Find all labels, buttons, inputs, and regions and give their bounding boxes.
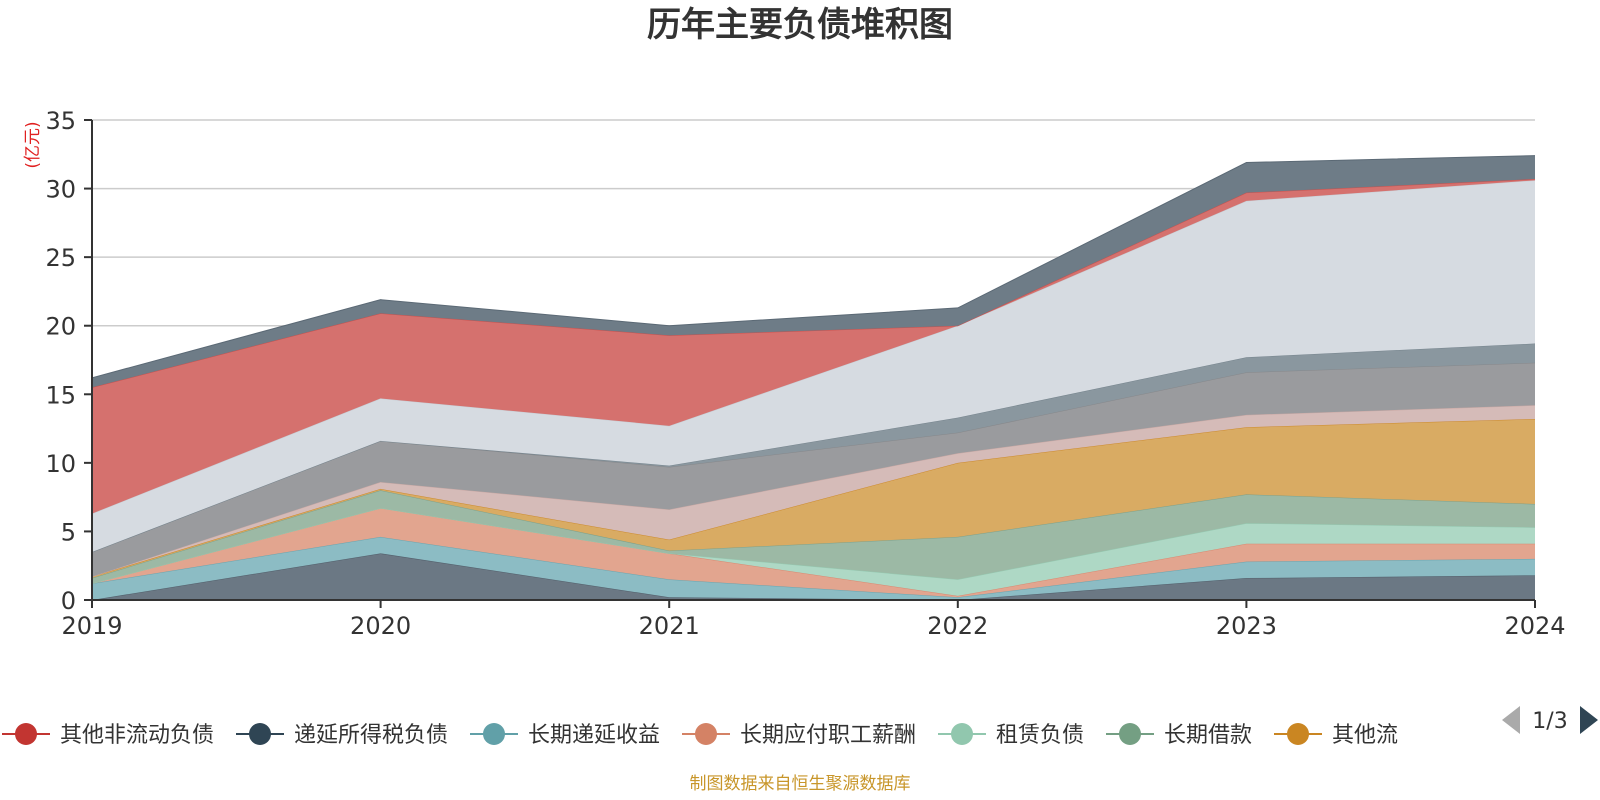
legend-item-label: 长期应付职工薪酬 xyxy=(740,723,916,748)
legend-circle-icon xyxy=(249,723,271,745)
legend-circle-icon xyxy=(1287,723,1309,745)
area-series-s9 xyxy=(92,362,1535,577)
chart-title: 历年主要负债堆积图 xyxy=(647,5,953,45)
x-tick-label: 2023 xyxy=(1216,612,1277,640)
legend-item-4[interactable]: 租赁负债 xyxy=(938,723,1084,748)
legend-item-0[interactable]: 其他非流动负债 xyxy=(2,723,214,748)
legend-item-label: 租赁负债 xyxy=(996,723,1084,748)
legend-item-label: 递延所得税负债 xyxy=(294,723,448,748)
y-tick-label: 35 xyxy=(45,107,76,135)
y-tick-label: 30 xyxy=(45,176,76,204)
legend-prev-arrow-icon[interactable] xyxy=(1502,706,1520,734)
area-series-s13 xyxy=(92,155,1535,388)
legend-circle-icon xyxy=(15,723,37,745)
y-tick-label: 25 xyxy=(45,244,76,272)
legend-next-arrow-icon[interactable] xyxy=(1580,706,1598,734)
legend-circle-icon xyxy=(483,723,505,745)
legend-item-label: 其他非流动负债 xyxy=(60,723,214,748)
y-axis-unit-label: (亿元) xyxy=(23,121,43,168)
y-tick-label: 20 xyxy=(45,313,76,341)
data-source-note: 制图数据来自恒生聚源数据库 xyxy=(690,774,911,794)
legend-item-label: 长期借款 xyxy=(1164,723,1252,748)
x-tick-label: 2019 xyxy=(61,612,122,640)
y-tick-label: 10 xyxy=(45,450,76,478)
y-tick-label: 0 xyxy=(61,587,76,615)
legend-item-6[interactable]: 其他流 xyxy=(1274,723,1398,748)
legend-item-3[interactable]: 长期应付职工薪酬 xyxy=(682,723,916,748)
x-tick-label: 2022 xyxy=(927,612,988,640)
area-series-s12 xyxy=(92,178,1535,514)
area-series-s1 xyxy=(92,553,1535,600)
area-series-s7 xyxy=(92,418,1535,579)
tick-labels: 0 5 10 15 20 25 30 35 2019 2020 2021 2022 2023 2024 xyxy=(45,107,1565,640)
legend-circle-icon xyxy=(1119,723,1141,745)
legend-circle-icon xyxy=(951,723,973,745)
legend-pager: 1/3 xyxy=(1502,706,1598,734)
legend-item-2[interactable]: 长期递延收益 xyxy=(470,723,660,748)
legend-item-label: 其他流 xyxy=(1332,723,1398,748)
x-tick-label: 2024 xyxy=(1504,612,1565,640)
area-series-s8 xyxy=(92,405,1535,577)
area-series-s4 xyxy=(92,508,1535,598)
line-series-s13 xyxy=(91,155,1536,379)
line-series-s6 xyxy=(91,489,1536,579)
stacked-areas xyxy=(91,155,1536,601)
legend: 其他非流动负债 递延所得税负债 长期递延收益 长期应付职工薪酬 租赁负债 长期借款 其他流 xyxy=(2,723,1398,748)
legend-page-indicator: 1/3 xyxy=(1532,709,1567,734)
area-series-s3 xyxy=(92,536,1535,600)
y-tick-label: 15 xyxy=(45,381,76,409)
axes xyxy=(84,119,1536,608)
area-series-s10 xyxy=(92,343,1535,552)
area-series-s11 xyxy=(92,180,1535,553)
area-series-s6 xyxy=(92,490,1535,584)
legend-circle-icon xyxy=(695,723,717,745)
legend-item-5[interactable]: 长期借款 xyxy=(1106,723,1252,748)
legend-item-1[interactable]: 递延所得税负债 xyxy=(236,723,448,748)
x-tick-label: 2021 xyxy=(639,612,700,640)
x-tick-label: 2020 xyxy=(350,612,411,640)
legend-item-label: 长期递延收益 xyxy=(528,723,660,748)
y-tick-label: 5 xyxy=(61,518,76,546)
